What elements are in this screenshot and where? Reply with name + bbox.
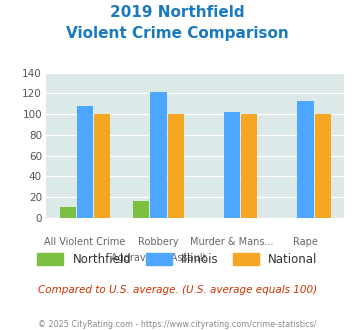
Bar bbox=[77, 106, 93, 218]
Text: © 2025 CityRating.com - https://www.cityrating.com/crime-statistics/: © 2025 CityRating.com - https://www.city… bbox=[38, 320, 317, 329]
Legend: Northfield, Illinois, National: Northfield, Illinois, National bbox=[33, 248, 322, 271]
Text: All Violent Crime: All Violent Crime bbox=[44, 237, 126, 247]
Bar bbox=[224, 112, 240, 218]
Bar bbox=[168, 114, 184, 218]
Text: Murder & Mans...: Murder & Mans... bbox=[190, 237, 274, 247]
Bar bbox=[60, 208, 76, 218]
Text: Robbery: Robbery bbox=[138, 237, 179, 247]
Text: Rape: Rape bbox=[293, 237, 318, 247]
Bar bbox=[297, 101, 313, 218]
Bar bbox=[151, 92, 166, 218]
Bar bbox=[94, 114, 110, 218]
Bar bbox=[241, 114, 257, 218]
Text: Compared to U.S. average. (U.S. average equals 100): Compared to U.S. average. (U.S. average … bbox=[38, 285, 317, 295]
Text: 2019 Northfield: 2019 Northfield bbox=[110, 5, 245, 20]
Text: Violent Crime Comparison: Violent Crime Comparison bbox=[66, 26, 289, 41]
Bar bbox=[315, 114, 331, 218]
Bar bbox=[133, 201, 149, 218]
Text: Aggravated Assault: Aggravated Assault bbox=[111, 252, 206, 263]
